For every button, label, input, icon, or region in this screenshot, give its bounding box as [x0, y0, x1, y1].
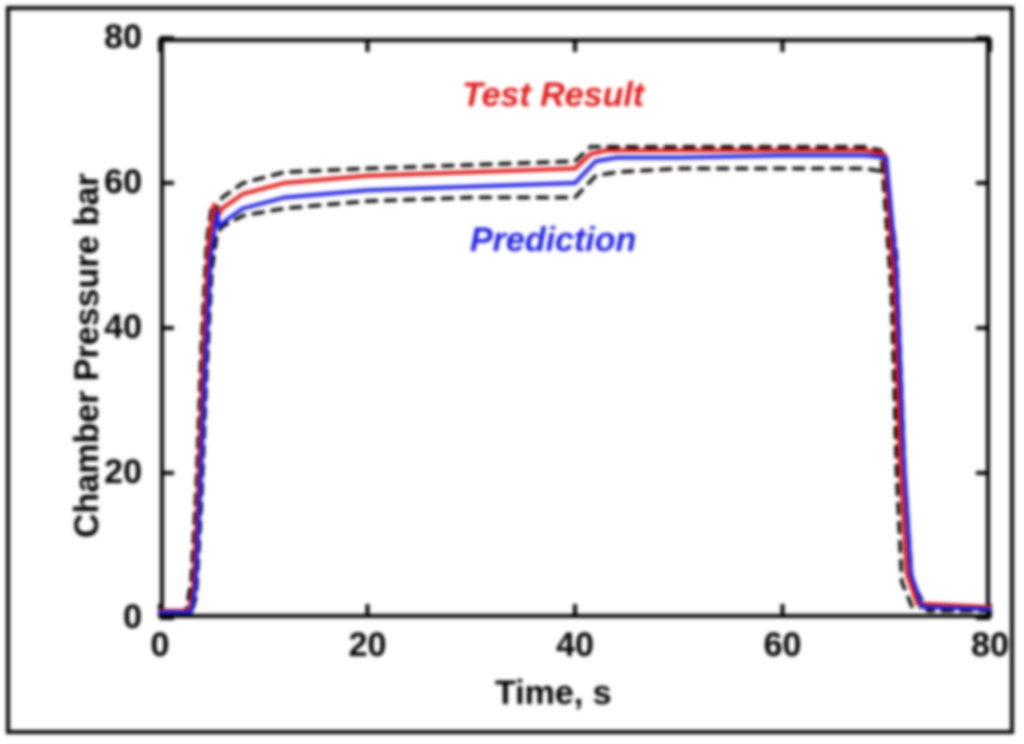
chart-svg	[10, 10, 1018, 738]
chart-frame: 0 20 40 60 80 0 20 40 60 80 Time, s Cham…	[6, 6, 1014, 734]
